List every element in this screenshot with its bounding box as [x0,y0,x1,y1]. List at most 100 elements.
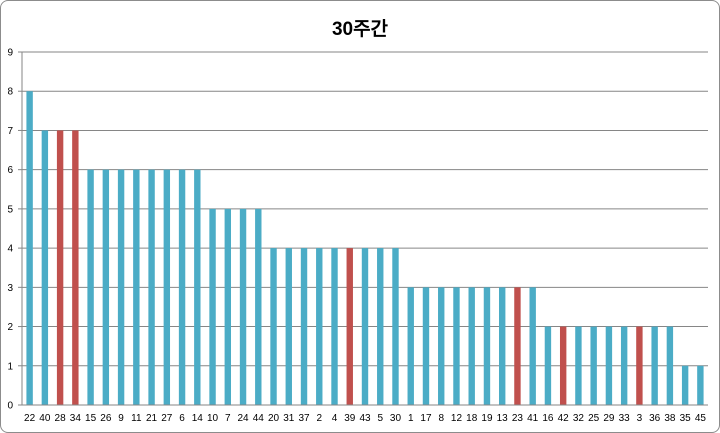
x-tick-label: 32 [573,413,585,424]
x-tick-label: 24 [237,413,249,424]
bar-27 [163,169,171,405]
bar-41 [529,287,536,405]
bar-40 [41,130,49,405]
bar-35 [681,365,689,405]
bar-28 [56,130,64,405]
y-tick-label: 2 [7,322,13,333]
bar-45 [697,365,704,405]
bar-44 [255,208,262,405]
x-tick-label: 14 [192,413,204,424]
x-tick-label: 10 [207,413,219,424]
x-tick-label: 29 [603,413,615,424]
x-tick-label: 39 [344,413,356,424]
x-tick-label: 2 [316,413,322,424]
bar-12 [453,287,460,405]
bar-8 [438,287,445,405]
x-tick-label: 42 [558,413,570,424]
x-tick-label: 22 [24,413,36,424]
bar-11 [133,169,140,405]
bar-26 [102,169,110,405]
x-tick-label: 25 [588,413,600,424]
bar-39 [346,248,353,405]
x-tick-label: 6 [179,413,185,424]
y-tick-label: 8 [7,87,13,98]
bar-15 [87,169,94,405]
bar-30 [392,248,399,405]
bar-21 [148,169,155,405]
x-tick-labels: 22 40 28 34 15 26 9 11 21 27 6 14 10 7 24 44 20 31 37 2 4 39 4… [24,413,706,424]
bar-5 [377,248,384,405]
bar-13 [498,287,506,405]
x-tick-label: 34 [70,413,82,424]
bar-18 [468,287,475,405]
x-tick-label: 8 [438,413,444,424]
x-tick-label: 9 [118,413,124,424]
axes [21,52,708,406]
y-tick-label: 0 [7,401,13,412]
x-tick-label: 45 [695,413,707,424]
bar-4 [331,248,338,405]
chart-title: 30주간 [331,19,389,40]
y-tick-labels: 0 1 2 3 4 5 6 7 8 9 [7,48,13,412]
x-tick-label: 36 [649,413,661,424]
bar-3 [636,326,643,405]
bar-23 [514,287,521,405]
y-tick-label: 1 [7,361,13,372]
bar-37 [300,248,308,405]
x-tick-label: 27 [161,413,173,424]
bar-33 [620,326,628,405]
x-tick-label: 13 [497,413,509,424]
x-tick-label: 28 [55,413,67,424]
bar-42 [559,326,567,405]
x-tick-label: 21 [146,413,158,424]
x-tick-label: 30 [390,413,402,424]
bar-10 [209,208,216,405]
bar-14 [194,169,201,405]
x-tick-label: 3 [637,413,643,424]
bar-32 [575,326,582,405]
x-tick-label: 33 [619,413,631,424]
bar-7 [224,208,232,405]
bar-43 [361,248,369,405]
x-tick-label: 15 [85,413,97,424]
bar-25 [590,326,597,405]
x-tick-label: 11 [131,413,142,424]
y-tick-label: 4 [7,244,13,255]
x-tick-label: 43 [359,413,371,424]
x-tick-label: 16 [542,413,554,424]
bar-22 [26,91,33,405]
x-tick-label: 4 [332,413,338,424]
x-tick-label: 20 [268,413,280,424]
x-tick-label: 35 [680,413,692,424]
x-tick-label: 17 [420,413,432,424]
x-tick-label: 44 [253,413,265,424]
x-tick-label: 26 [100,413,112,424]
bars [26,91,704,405]
bar-24 [239,208,247,405]
x-tick-label: 18 [466,413,478,424]
x-tick-label: 38 [664,413,676,424]
bar-34 [72,130,79,405]
x-tick-label: 19 [481,413,493,424]
bar-9 [117,169,125,405]
bar-1 [407,287,414,405]
bar-16 [544,326,552,405]
x-tick-label: 37 [298,413,310,424]
bar-29 [605,326,613,405]
bar-2 [316,248,323,405]
x-tick-label: 1 [408,413,414,424]
x-tick-label: 41 [527,413,539,424]
bar-17 [422,287,430,405]
bar-19 [483,287,491,405]
bar-31 [285,248,292,405]
bar-20 [270,248,277,405]
y-tick-label: 6 [7,165,13,176]
y-tick-label: 3 [7,283,13,294]
x-tick-label: 7 [225,413,231,424]
bar-36 [651,326,658,405]
x-tick-label: 40 [39,413,51,424]
x-tick-label: 5 [377,413,383,424]
x-tick-label: 12 [451,413,463,424]
y-tick-label: 9 [7,48,13,59]
